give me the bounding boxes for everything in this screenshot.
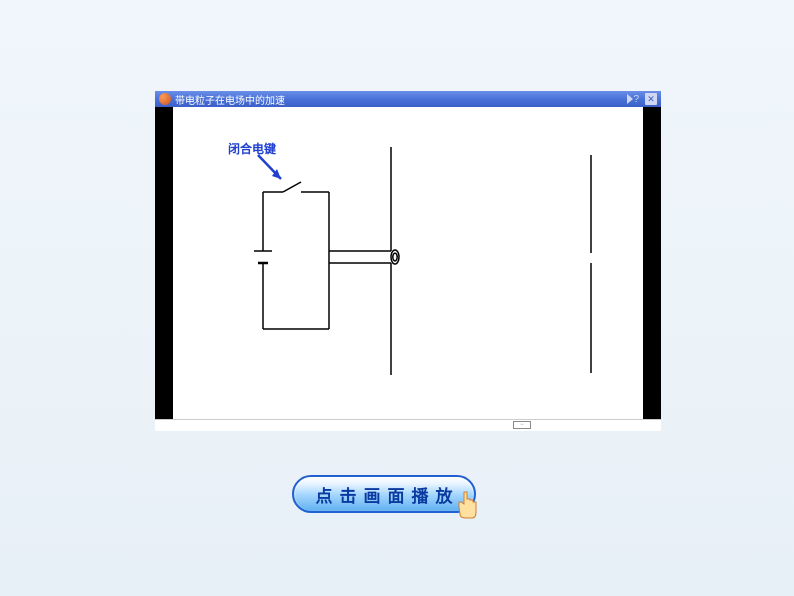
diagram-canvas[interactable]: 闭合电键 [173, 107, 643, 419]
play-button[interactable]: 点击画面播放 [292, 475, 476, 513]
window-title: 带电粒子在电场中的加速 [175, 92, 587, 107]
titlebar: 带电粒子在电场中的加速 ? ✕ [155, 91, 661, 107]
left-black-bar [155, 107, 173, 419]
help-button[interactable]: ? [633, 94, 639, 105]
content-area: 闭合电键 [155, 107, 661, 419]
cursor-hand-icon [454, 490, 480, 520]
circuit-diagram [173, 107, 643, 407]
close-button[interactable]: ✕ [645, 93, 657, 105]
play-button-label: 点击画面播放 [309, 482, 460, 507]
app-window: 带电粒子在电场中的加速 ? ✕ 闭合电键 − [155, 91, 661, 431]
status-tag: − [513, 421, 531, 429]
app-icon [159, 93, 171, 105]
right-black-bar [643, 107, 661, 419]
statusbar: − [155, 419, 661, 431]
